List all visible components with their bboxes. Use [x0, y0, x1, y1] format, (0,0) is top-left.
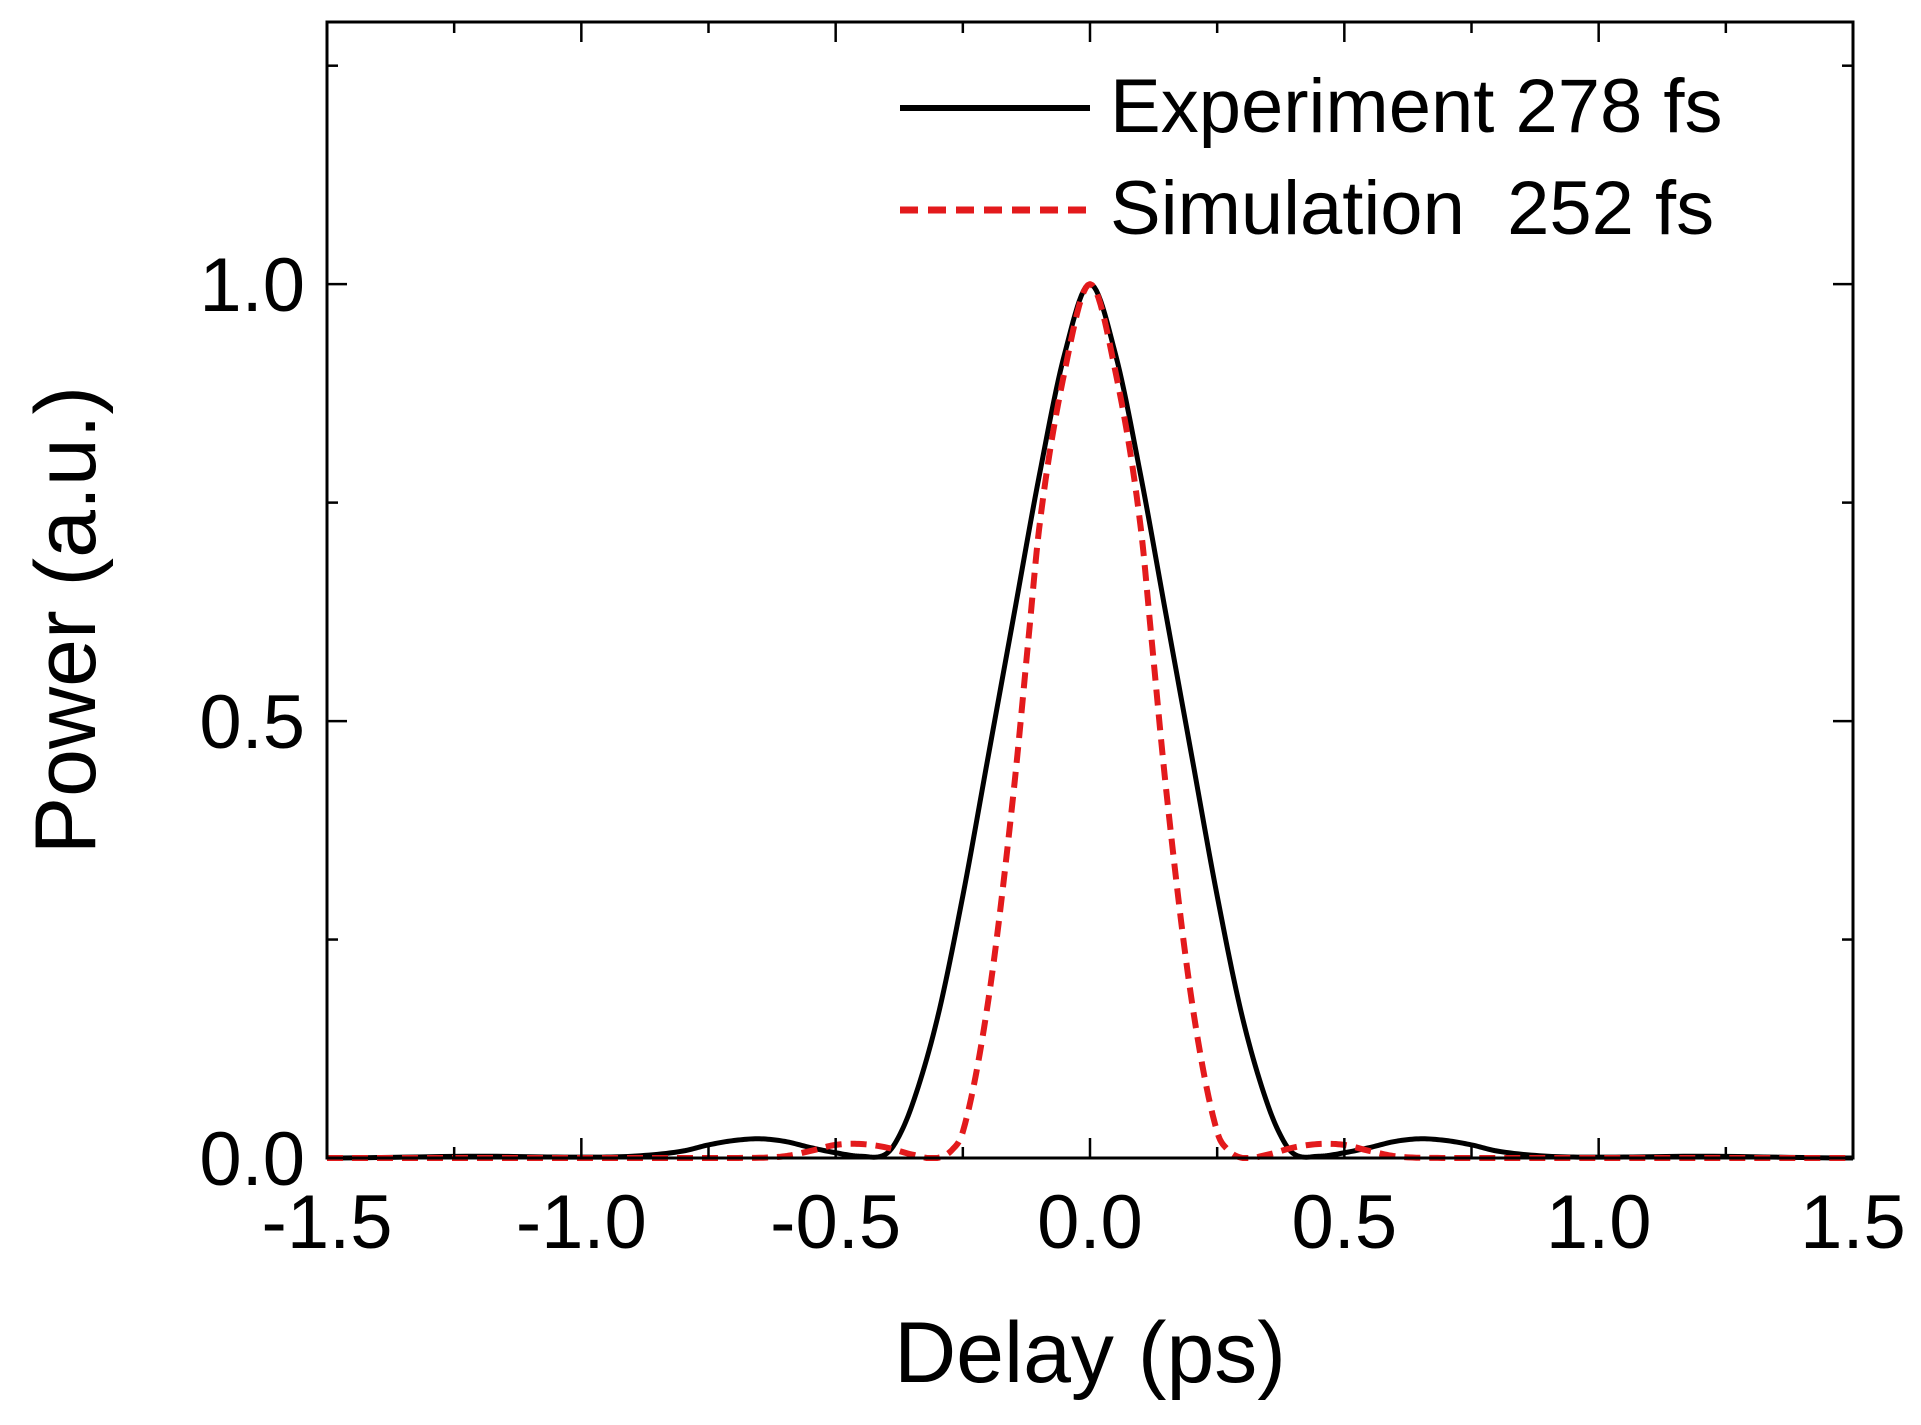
x-tick-label: -1.0 — [516, 1180, 647, 1265]
x-tick-label: -1.5 — [262, 1180, 393, 1265]
x-tick-label: 0.0 — [1037, 1180, 1143, 1265]
tick-labels-layer: -1.5 -1.0 -0.5 0.0 0.5 1.0 1.5 0.0 0.5 1.0 — [199, 243, 1905, 1265]
x-tick-label: -0.5 — [770, 1180, 901, 1265]
x-tick-label: 1.0 — [1546, 1180, 1652, 1265]
ticks-layer — [325, 22, 1855, 1160]
legend: Experiment 278 fs Simulation 252 fs — [900, 64, 1723, 251]
series-layer — [326, 281, 1854, 1161]
series-line-simulation — [327, 281, 1853, 1161]
x-tick-label: 1.5 — [1800, 1180, 1906, 1265]
y-tick-label: 0.5 — [199, 680, 305, 765]
x-tick-label: 0.5 — [1292, 1180, 1398, 1265]
series-line-experiment — [326, 281, 1854, 1161]
legend-label-experiment: Experiment 278 fs — [1110, 64, 1723, 149]
legend-label-simulation: Simulation 252 fs — [1110, 166, 1714, 251]
y-axis-label: Power (a.u.) — [18, 386, 114, 854]
y-tick-label: 0.0 — [199, 1117, 305, 1202]
y-tick-label: 1.0 — [199, 243, 305, 328]
x-axis-label: Delay (ps) — [894, 1305, 1286, 1401]
